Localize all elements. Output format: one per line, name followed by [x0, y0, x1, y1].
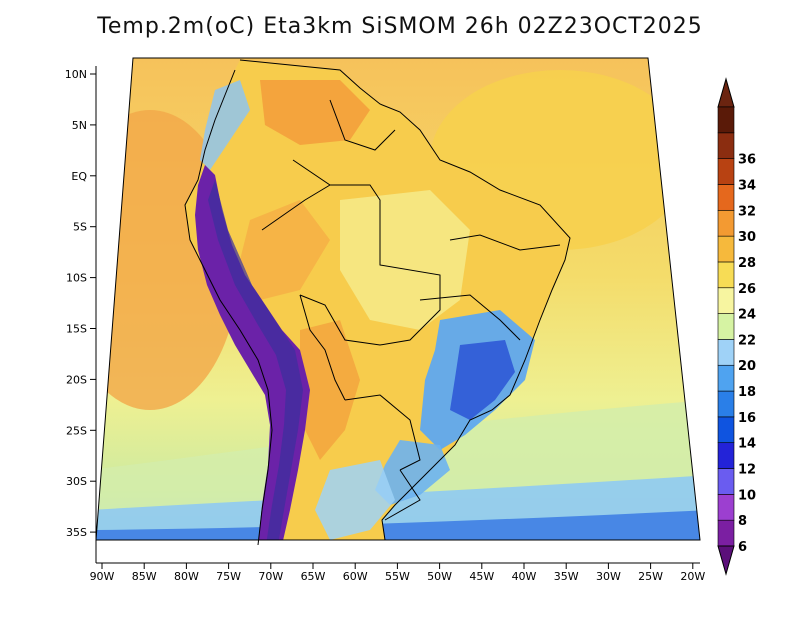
- colorbar-segment: [717, 158, 735, 185]
- lon-tick-label: 60W: [343, 570, 368, 583]
- map-title: Temp.2m(oC) Eta3km SiSMOM 26h 02Z23OCT20…: [97, 14, 703, 39]
- lat-tick-label: 30S: [66, 475, 87, 488]
- border-ne-states: [449, 234, 561, 251]
- colorbar-label: 26: [738, 282, 756, 297]
- lon-tick-label: 70W: [258, 570, 283, 583]
- lon-tick-label: 20W: [680, 570, 705, 583]
- coastline-atlantic: [239, 59, 571, 541]
- lon-tick-label: 75W: [216, 570, 241, 583]
- border-peru-colombia: [261, 184, 331, 231]
- colorbar-segment: [717, 390, 735, 418]
- lon-tick-label: 55W: [385, 570, 410, 583]
- colorbar-label: 8: [738, 514, 747, 529]
- colorbar-segment: [717, 519, 735, 547]
- lon-tick-label: 50W: [427, 570, 452, 583]
- hot-zone-chaco: [300, 320, 360, 460]
- colorbar-label: 32: [738, 204, 756, 219]
- colorbar-min-arrow: [717, 545, 735, 576]
- colorbar-segment: [717, 364, 735, 392]
- colorbar-label: 6: [738, 540, 747, 555]
- lat-tick-label: 5S: [73, 221, 87, 234]
- colorbar-label: 12: [738, 463, 756, 478]
- border-paraguay: [344, 394, 421, 471]
- colorbar: 6 8 10 12 14 16 18 20 22 24 26 28 30 32 34 36: [717, 77, 756, 576]
- border-bolivia: [299, 294, 346, 401]
- lat-tick-label: 10S: [66, 272, 87, 285]
- colorbar-segment: [717, 184, 735, 211]
- colorbar-segment: [717, 261, 735, 289]
- colorbar-label: 36: [738, 153, 756, 168]
- colorbar-segment: [717, 494, 735, 521]
- lat-tick-label: 5N: [72, 119, 87, 132]
- colorbar-label: 18: [738, 385, 756, 400]
- lon-tick-label: 35W: [554, 570, 579, 583]
- country-borders: [184, 59, 571, 546]
- colorbar-label: 16: [738, 411, 756, 426]
- colorbar-label: 10: [738, 488, 756, 503]
- colorbar-label: 30: [738, 230, 756, 245]
- lat-tick-label: 35S: [66, 526, 87, 539]
- colorbar-max-arrow: [717, 77, 735, 108]
- colorbar-segment: [717, 132, 735, 159]
- map-frame: [95, 57, 701, 541]
- south-coldest-band: [96, 510, 700, 540]
- longitude-ticks: 90W 85W 80W 75W 70W 65W 60W 55W 50W 45W 40W 35W 30W 2…: [90, 563, 705, 583]
- lon-tick-label: 40W: [512, 570, 537, 583]
- lat-tick-label: 10N: [65, 68, 87, 81]
- colorbar-label: 34: [738, 178, 756, 193]
- lon-tick-label: 45W: [469, 570, 494, 583]
- hot-zone-north: [260, 80, 370, 145]
- colorbar-segment: [717, 442, 735, 469]
- colorbar-label: 28: [738, 256, 756, 271]
- lon-tick-label: 25W: [638, 570, 663, 583]
- border-venezuela: [329, 99, 396, 151]
- colorbar-segment: [717, 313, 735, 340]
- lon-tick-label: 90W: [90, 570, 115, 583]
- coastline-pacific: [184, 69, 273, 546]
- colorbar-segment: [717, 106, 735, 134]
- lat-tick-label: 25S: [66, 424, 87, 437]
- hot-zone-west: [240, 200, 330, 300]
- lat-tick-label: EQ: [71, 170, 87, 183]
- colombian-andes: [200, 80, 250, 170]
- lon-tick-label: 85W: [132, 570, 157, 583]
- colorbar-segment: [717, 339, 735, 366]
- south-brazil-cool: [375, 440, 450, 505]
- highland-cold: [450, 340, 515, 420]
- colorbar-segment: [717, 235, 735, 263]
- lon-tick-label: 80W: [174, 570, 199, 583]
- border-central-states: [419, 294, 521, 341]
- colorbar-label: 24: [738, 308, 756, 323]
- colorbar-segment: [717, 468, 735, 495]
- latitude-ticks: 10N 5N EQ 5S 10S 15S 20S 25S 30S 35S: [65, 68, 96, 539]
- border-brazil-west: [292, 159, 441, 346]
- lat-tick-label: 15S: [66, 323, 87, 336]
- pampa-cool: [315, 460, 395, 540]
- lon-tick-label: 65W: [301, 570, 326, 583]
- lon-tick-label: 30W: [596, 570, 621, 583]
- colorbar-label: 22: [738, 333, 756, 348]
- colorbar-segment: [717, 416, 735, 444]
- border-uruguay: [384, 469, 421, 521]
- colorbar-label: 14: [738, 437, 756, 452]
- mild-zone-center: [340, 190, 470, 330]
- colorbar-segment: [717, 287, 735, 314]
- map-field: [96, 58, 700, 540]
- lat-tick-label: 20S: [66, 373, 87, 386]
- colorbar-segment: [717, 209, 735, 237]
- colorbar-label: 20: [738, 359, 756, 374]
- andes-core: [208, 180, 303, 540]
